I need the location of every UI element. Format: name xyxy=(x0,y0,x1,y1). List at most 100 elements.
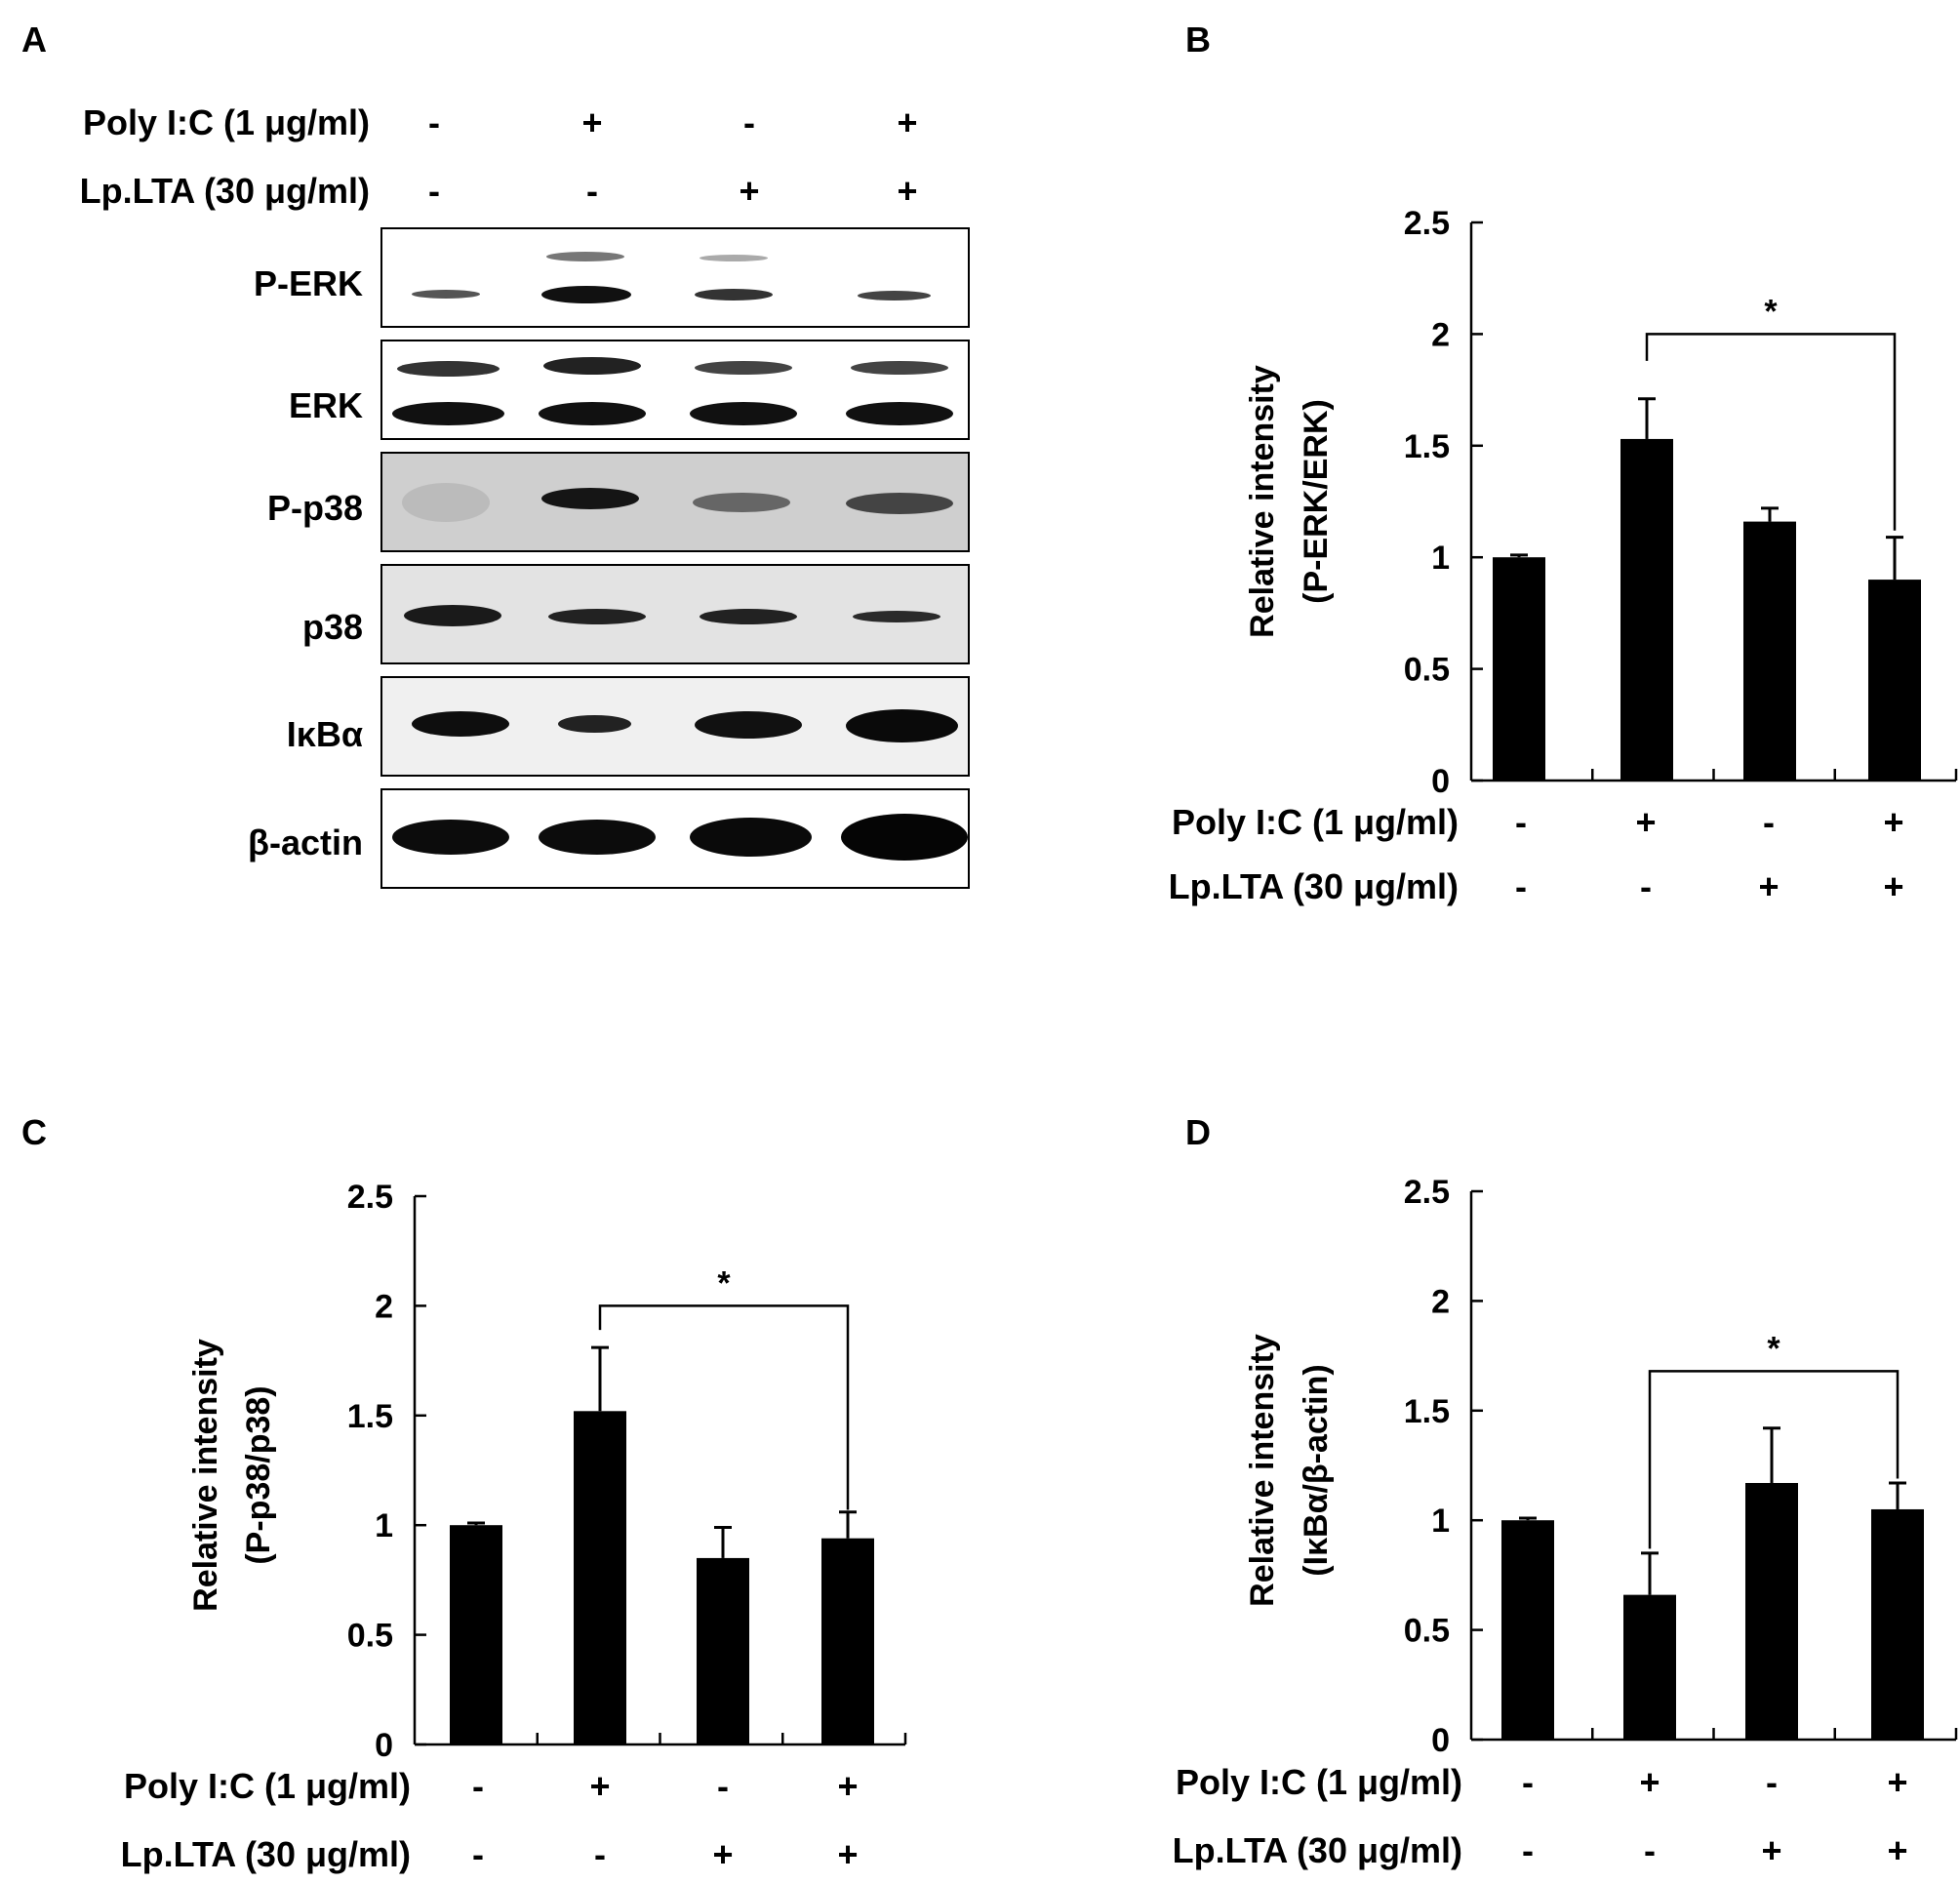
poly-sign: + xyxy=(1635,802,1657,842)
poly-sign: + xyxy=(1639,1762,1660,1802)
y-axis-title: Relative intensity xyxy=(187,1339,224,1612)
y-axis-subtitle: (IκBα/β-actin) xyxy=(1298,1364,1335,1576)
y-tick-label: 2 xyxy=(1431,1283,1450,1320)
poly-sign: - xyxy=(717,1766,729,1806)
y-tick-label: 0 xyxy=(1431,763,1450,800)
chart-c: 0 0.5 1 1.5 2 2.5 * Relative intensity (P-p38/p3… xyxy=(187,1179,907,1764)
bar xyxy=(821,1538,874,1744)
lta-sign: + xyxy=(1887,1830,1908,1870)
y-tick-label: 0 xyxy=(375,1727,393,1764)
poly-ic-label: Poly I:C (1 μg/ml) xyxy=(123,1766,411,1806)
lta-sign: - xyxy=(586,171,598,211)
blot-beta-actin xyxy=(380,788,970,889)
band-label-ikba: IκBα xyxy=(286,714,363,754)
y-tick-label: 1 xyxy=(1431,1503,1450,1540)
y-tick-label: 1.5 xyxy=(347,1398,393,1435)
band-label-beta-actin: β-actin xyxy=(248,822,363,862)
bar xyxy=(574,1411,626,1744)
y-tick-label: 1 xyxy=(375,1507,393,1544)
lta-sign: - xyxy=(1640,866,1652,906)
significance-bracket xyxy=(1645,333,1897,531)
significance-star: * xyxy=(1764,293,1778,330)
bar xyxy=(1871,1508,1924,1740)
band-label-p38: p38 xyxy=(301,607,363,647)
y-axis-title: Relative intensity xyxy=(1244,365,1281,638)
blot-p-erk xyxy=(380,227,970,328)
bar xyxy=(1620,438,1673,781)
y-tick-label: 1.5 xyxy=(1404,1393,1450,1430)
lp-lta-label: Lp.LTA (30 μg/ml) xyxy=(120,1834,411,1874)
y-axis-subtitle: (P-p38/p38) xyxy=(240,1385,277,1564)
chart-b: 0 0.5 1 1.5 2 2.5 * Relative intensity (P-ERK/ER… xyxy=(1244,205,1958,800)
lta-sign: + xyxy=(837,1834,859,1874)
y-axis-title: Relative intensity xyxy=(1244,1334,1281,1607)
lta-sign: + xyxy=(712,1834,734,1874)
significance-bracket xyxy=(1648,1370,1900,1549)
poly-sign: - xyxy=(428,102,440,142)
y-tick-label: 1.5 xyxy=(1404,428,1450,465)
chart-d: 0 0.5 1 1.5 2 2.5 * Relative intensity (IκBα/β-a… xyxy=(1244,1174,1958,1759)
panel-letter-a: A xyxy=(21,20,47,60)
y-tick-label: 0.5 xyxy=(347,1618,393,1655)
panel-letter-b: B xyxy=(1185,20,1211,60)
poly-sign: + xyxy=(1887,1762,1908,1802)
y-tick-label: 0.5 xyxy=(1404,1613,1450,1650)
lta-sign: - xyxy=(594,1834,606,1874)
poly-sign: - xyxy=(1763,802,1775,842)
band-label-p-p38: P-p38 xyxy=(266,488,363,528)
lta-sign: + xyxy=(1758,866,1780,906)
panel-letter-c: C xyxy=(21,1112,47,1152)
poly-sign: + xyxy=(837,1766,859,1806)
y-tick-label: 2.5 xyxy=(347,1179,393,1216)
y-tick-label: 0.5 xyxy=(1404,652,1450,689)
significance-star: * xyxy=(1767,1330,1780,1367)
y-tick-label: 2.5 xyxy=(1404,1174,1450,1211)
poly-ic-label: Poly I:C (1 μg/ml) xyxy=(1175,1762,1462,1802)
poly-ic-label: Poly I:C (1 μg/ml) xyxy=(82,102,370,142)
lta-sign: - xyxy=(472,1834,484,1874)
bar xyxy=(697,1557,749,1744)
poly-sign: - xyxy=(1515,802,1527,842)
poly-sign: + xyxy=(589,1766,611,1806)
poly-sign: - xyxy=(743,102,755,142)
significance-star: * xyxy=(717,1264,731,1302)
bar xyxy=(1745,1482,1798,1740)
poly-ic-label: Poly I:C (1 μg/ml) xyxy=(1171,802,1459,842)
lta-sign: - xyxy=(1644,1830,1656,1870)
lta-sign: + xyxy=(739,171,760,211)
y-axis-subtitle: (P-ERK/ERK) xyxy=(1298,399,1335,604)
poly-sign: + xyxy=(581,102,603,142)
significance-bracket xyxy=(598,1304,850,1510)
poly-sign: - xyxy=(1522,1762,1534,1802)
lta-sign: + xyxy=(897,171,918,211)
panel-letter-d: D xyxy=(1185,1112,1211,1152)
y-tick-label: 2.5 xyxy=(1404,205,1450,242)
bar xyxy=(1501,1520,1554,1740)
bar xyxy=(1868,580,1921,781)
lta-sign: - xyxy=(1515,866,1527,906)
lp-lta-label: Lp.LTA (30 μg/ml) xyxy=(1168,866,1459,906)
lta-sign: + xyxy=(1761,1830,1782,1870)
poly-sign: + xyxy=(897,102,918,142)
lp-lta-label: Lp.LTA (30 μg/ml) xyxy=(1172,1830,1462,1870)
lta-sign: + xyxy=(1883,866,1904,906)
band-label-erk: ERK xyxy=(288,385,363,425)
blot-p-p38 xyxy=(380,452,970,552)
blot-ikba xyxy=(380,676,970,777)
poly-sign: - xyxy=(1766,1762,1778,1802)
lta-sign: - xyxy=(1522,1830,1534,1870)
lp-lta-label: Lp.LTA (30 μg/ml) xyxy=(79,171,370,211)
y-tick-label: 2 xyxy=(375,1288,393,1325)
poly-sign: - xyxy=(472,1766,484,1806)
y-tick-label: 0 xyxy=(1431,1722,1450,1759)
y-tick-label: 1 xyxy=(1431,540,1450,577)
band-label-p-erk: P-ERK xyxy=(253,263,363,303)
bar xyxy=(1743,521,1796,781)
y-tick-label: 2 xyxy=(1431,316,1450,353)
bar xyxy=(450,1525,502,1744)
bar xyxy=(1623,1594,1676,1740)
blot-p38 xyxy=(380,564,970,664)
bar xyxy=(1493,557,1545,781)
poly-sign: + xyxy=(1883,802,1904,842)
